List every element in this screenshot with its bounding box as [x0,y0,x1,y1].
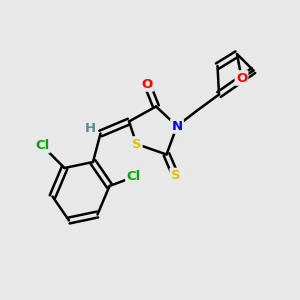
Text: S: S [171,169,180,182]
Text: H: H [84,122,96,136]
Text: O: O [141,77,153,91]
Text: N: N [171,119,183,133]
Text: Cl: Cl [126,170,141,184]
Text: S: S [132,137,141,151]
Text: O: O [236,71,247,85]
Text: Cl: Cl [35,139,49,152]
